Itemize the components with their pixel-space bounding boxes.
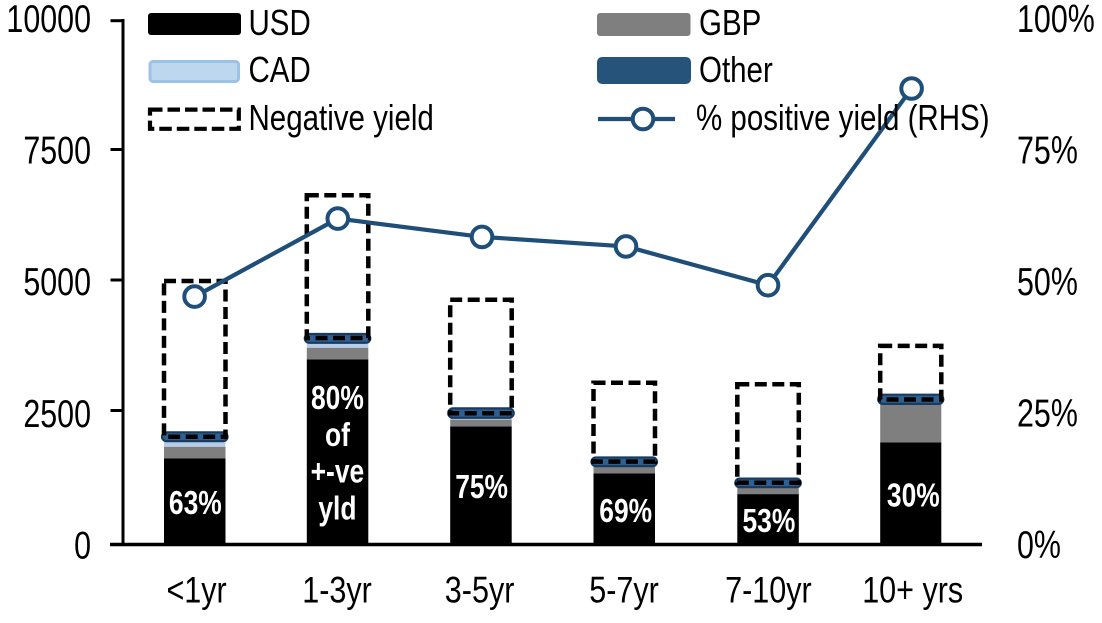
svg-text:7500: 7500 — [23, 130, 91, 172]
svg-text:5-7yr: 5-7yr — [589, 570, 659, 612]
svg-text:3-5yr: 3-5yr — [445, 570, 515, 612]
svg-text:2500: 2500 — [23, 394, 91, 436]
svg-text:of: of — [325, 417, 350, 453]
svg-text:10+ yrs: 10+ yrs — [862, 570, 963, 612]
svg-text:USD: USD — [249, 2, 311, 42]
svg-text:25%: 25% — [1017, 393, 1078, 435]
svg-text:75%: 75% — [1017, 130, 1078, 172]
svg-text:75%: 75% — [455, 469, 508, 505]
svg-text:1-3yr: 1-3yr — [302, 570, 372, 612]
svg-text:0: 0 — [74, 525, 91, 567]
svg-text:5000: 5000 — [23, 262, 91, 304]
svg-text:<1yr: <1yr — [166, 570, 226, 612]
svg-text:10000: 10000 — [6, 0, 91, 41]
svg-text:30%: 30% — [887, 478, 940, 514]
svg-text:50%: 50% — [1017, 262, 1078, 304]
svg-text:7-10yr: 7-10yr — [725, 570, 812, 612]
svg-text:100%: 100% — [1017, 0, 1095, 41]
svg-text:80%: 80% — [311, 380, 364, 416]
svg-text:Negative yield: Negative yield — [249, 97, 434, 137]
svg-text:Other: Other — [699, 49, 773, 89]
svg-text:GBP: GBP — [699, 2, 761, 42]
svg-text:yld: yld — [318, 491, 356, 527]
svg-text:63%: 63% — [169, 485, 222, 521]
svg-text:0%: 0% — [1017, 525, 1061, 567]
svg-text:CAD: CAD — [249, 49, 311, 89]
svg-text:% positive yield (RHS): % positive yield (RHS) — [696, 97, 990, 137]
svg-text:69%: 69% — [599, 493, 652, 529]
svg-text:53%: 53% — [742, 503, 795, 539]
svg-text:+-ve: +-ve — [311, 454, 365, 490]
